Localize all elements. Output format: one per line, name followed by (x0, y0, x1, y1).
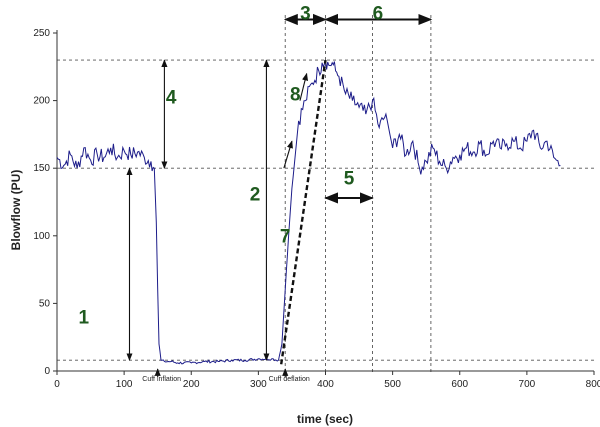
y-tick-label: 150 (33, 163, 50, 174)
annotation-label: 3 (300, 3, 311, 24)
y-tick-label: 50 (39, 298, 51, 309)
y-tick-label: 200 (33, 96, 50, 107)
annotation-label: 8 (290, 85, 301, 106)
annotation-label: 6 (373, 3, 384, 24)
dashed-slope-7 (280, 59, 327, 365)
y-tick-label: 0 (44, 366, 50, 377)
x-tick-label: 0 (54, 379, 60, 390)
x-tick-label: 600 (451, 379, 468, 390)
event-label: Cuff inflation (142, 376, 181, 383)
x-tick-label: 800 (586, 379, 600, 390)
y-axis-title: Blowflow (PU) (9, 170, 23, 251)
x-tick-label: 500 (384, 379, 401, 390)
blowflow-series (56, 59, 561, 365)
guide-lines (57, 15, 594, 373)
annotation-label: 2 (250, 185, 261, 206)
x-tick-label: 300 (250, 379, 267, 390)
annotation-label: 1 (79, 308, 90, 329)
series-line-0 (56, 59, 561, 365)
x-tick-label: 200 (183, 379, 200, 390)
annotation-label: 7 (280, 227, 291, 248)
x-tick-label: 700 (519, 379, 536, 390)
y-tick-label: 100 (33, 231, 50, 242)
axes: 0 100 200 300 400 500 600 700 800 0 50 100 150 200 250 (33, 28, 600, 390)
arrow-8a (283, 140, 293, 169)
annotation-label: 4 (166, 87, 177, 108)
annotation-arrows (126, 13, 433, 377)
y-tick-label: 250 (33, 28, 50, 39)
event-label: Cuff deflation (269, 376, 310, 383)
x-axis-title: time (sec) (297, 412, 353, 426)
x-tick-label: 100 (116, 379, 133, 390)
annotation-label: 5 (344, 168, 355, 189)
x-tick-label: 400 (317, 379, 334, 390)
annotation-labels: 1 2 3 4 5 6 7 8 Cuff inflation Cuff deflation (79, 3, 384, 383)
arrow-8b (299, 72, 309, 101)
